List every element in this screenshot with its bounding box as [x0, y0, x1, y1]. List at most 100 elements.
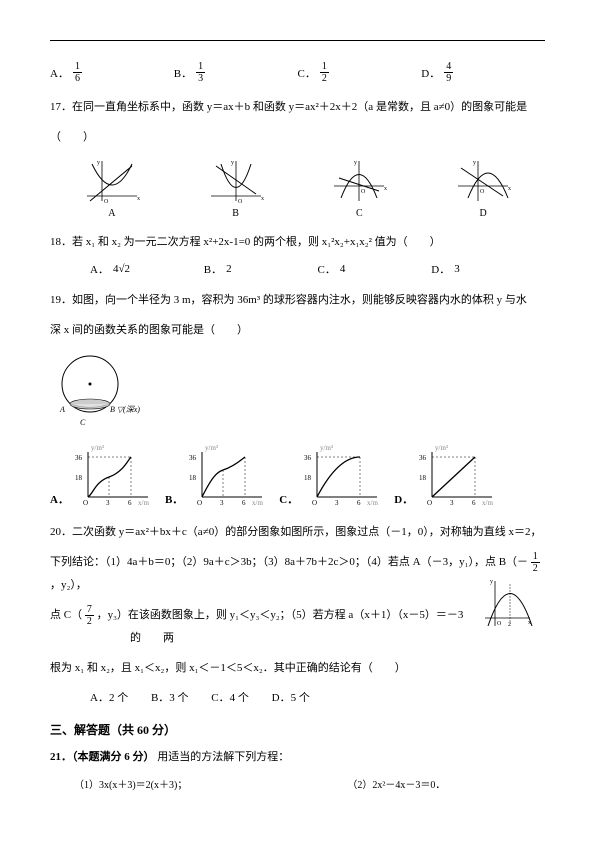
q20-line4: 根为 x₁ 和 x₂，且 x₁＜x₂，则 x₁＜－1＜5＜x₂．其中正确的结论有…: [50, 657, 545, 679]
q19-C-label: C．: [279, 491, 298, 507]
section3-title: 三、解答题（共 60 分）: [50, 721, 545, 738]
svg-text:y: y: [490, 579, 493, 585]
q20-svg: x y O 2: [480, 576, 535, 631]
q20-frac2: 7 2: [85, 604, 94, 627]
q19-chart-A: A． y/m³ 36 18 3 6 x/m O: [50, 442, 153, 507]
q19-A-label: A．: [50, 491, 69, 507]
chart-D-ylabel: y/m³: [435, 444, 448, 452]
q18-opt-B: B．2: [204, 261, 318, 277]
q18-opt-C: C．4: [318, 261, 432, 277]
q20-frac1-num: 1: [531, 551, 540, 563]
chart-C-y2: 18: [304, 474, 312, 482]
chart-D-x2: 6: [472, 499, 476, 507]
frac-B-num: 1: [196, 61, 205, 73]
chart-A-ylabel: y/m³: [91, 444, 104, 452]
chart-A-x1: 3: [106, 499, 110, 507]
frac-D-den: 9: [444, 73, 453, 84]
option-B: B． 1 3: [174, 61, 298, 84]
q20-opt-A: A．2 个: [90, 692, 128, 704]
q18-A-val: 4√2: [113, 263, 130, 275]
chart-A-svg: y/m³ 36 18 3 6 x/m O: [73, 442, 153, 507]
chart-B-y2: 18: [189, 474, 197, 482]
q19-chart-D: D． y/m³ 36 18 3 6 x/m O: [394, 442, 497, 507]
svg-text:2: 2: [508, 622, 511, 628]
q20-figure: x y O 2: [480, 576, 535, 634]
svg-text:O: O: [104, 199, 109, 205]
frac-C-den: 2: [320, 73, 329, 84]
svg-text:O: O: [497, 621, 502, 627]
q18-text: 18．若 x₁ 和 x₂ 为一元二次方程 x²+2x-1=0 的两个根，则 x₁…: [50, 231, 545, 253]
graph-A-svg: x y O: [82, 156, 142, 206]
chart-D-y1: 36: [419, 454, 427, 462]
graph-D-svg: x y O: [453, 156, 513, 206]
chart-D-x1: 3: [450, 499, 454, 507]
fraction-A: 1 6: [73, 61, 82, 84]
chart-B-y1: 36: [189, 454, 197, 462]
chart-B-xlabel: x/m: [252, 499, 263, 507]
q17-label-B: B: [206, 208, 266, 219]
svg-text:O: O: [83, 499, 88, 507]
chart-C-svg: y/m³ 36 18 3 6 x/m O: [302, 442, 382, 507]
chart-C-x1: 3: [335, 499, 339, 507]
chart-C-ylabel: y/m³: [320, 444, 333, 452]
option-B-letter: B．: [174, 65, 192, 81]
frac-A-den: 6: [73, 73, 82, 84]
fraction-B: 1 3: [196, 61, 205, 84]
q19-text-a: 19．如图，向一个半径为 3 m，容积为 36m³ 的球形容器内注水，则能够反映…: [50, 289, 545, 311]
option-A-letter: A．: [50, 65, 69, 81]
q20-line3b: ，y₃）在该函数图象上，则 y₁＜y₃＜y₂；（5）若方程 a（x＋1）（x－5…: [97, 609, 464, 621]
fraction-C: 1 2: [320, 61, 329, 84]
svg-text:O: O: [361, 189, 366, 195]
q17-label-C: C: [329, 208, 389, 219]
q17-graph-row: x y O A x y O B x y O C: [50, 156, 545, 219]
fraction-D: 4 9: [444, 61, 453, 84]
q21-eq1: （1）3x(x＋3)＝2(x＋3)；: [74, 776, 187, 791]
option-C-letter: C．: [298, 65, 316, 81]
q21-equations: （1）3x(x＋3)＝2(x＋3)； （2）2x²－4x－3＝0．: [50, 776, 545, 791]
chart-D-svg: y/m³ 36 18 3 6 x/m O: [417, 442, 497, 507]
chart-B-ylabel: y/m³: [205, 444, 218, 452]
option-C: C． 1 2: [298, 61, 422, 84]
chart-C-y1: 36: [304, 454, 312, 462]
q19-chart-B: B． y/m³ 36 18 3 6 x/m O: [165, 442, 267, 507]
q20-line2a: 下列结论：（1）4a＋b＝0；（2）9a＋c＞3b；（3）8a＋7b＋2c＞0；…: [50, 556, 528, 568]
graph-C-svg: x y O: [329, 156, 389, 206]
svg-text:y: y: [473, 160, 476, 166]
q17-graph-D: x y O D: [453, 156, 513, 219]
option-D-letter: D．: [421, 65, 440, 81]
chart-C-xlabel: x/m: [367, 499, 378, 507]
q20-line3: 点 C（ 7 2 ，y₃）在该函数图象上，则 y₁＜y₃＜y₂；（5）若方程 a…: [50, 604, 545, 649]
svg-text:y: y: [354, 160, 357, 166]
q21-title: 21．（本题满分 6 分）: [50, 751, 155, 763]
graph-B-svg: x y O: [206, 156, 266, 206]
q17-graph-B: x y O B: [206, 156, 266, 219]
svg-text:O: O: [197, 499, 202, 507]
q19-B-label: B．: [165, 491, 183, 507]
q17-text: 17．在同一直角坐标系中，函数 y＝ax＋b 和函数 y＝ax²＋2x＋2（a …: [50, 96, 545, 118]
chart-A-y2: 18: [75, 474, 83, 482]
svg-text:x: x: [508, 186, 511, 192]
chart-B-x2: 6: [242, 499, 246, 507]
q19-text-b: 深 x 间的函数关系的图象可能是（ ）: [50, 319, 545, 341]
q20-line1: 20．二次函数 y＝ax²＋bx＋c（a≠0）的部分图象如图所示，图象过点（－1…: [50, 521, 545, 543]
svg-text:x: x: [137, 196, 140, 202]
svg-text:y: y: [97, 160, 100, 166]
svg-text:O: O: [312, 499, 317, 507]
svg-text:A: A: [59, 405, 65, 414]
frac-B-den: 3: [196, 73, 205, 84]
q20-frac1-den: 2: [531, 563, 540, 574]
chart-A-xlabel: x/m: [138, 499, 149, 507]
q17-graph-C: x y O C: [329, 156, 389, 219]
q20-opt-D: D．5 个: [272, 692, 310, 704]
chart-A-x2: 6: [128, 499, 132, 507]
q17-paren: （ ）: [50, 126, 545, 148]
q20-opt-B: B．3 个: [151, 692, 189, 704]
svg-text:x: x: [384, 186, 387, 192]
option-A: A． 1 6: [50, 61, 174, 84]
q21-text: 用适当的方法解下列方程：: [157, 751, 289, 763]
q20-line3c: 的 两: [130, 632, 174, 644]
sphere-svg: A B ▽(深x) C: [50, 349, 140, 429]
chart-D-xlabel: x/m: [482, 499, 493, 507]
q19-D-label: D．: [394, 491, 413, 507]
chart-D-y2: 18: [419, 474, 427, 482]
